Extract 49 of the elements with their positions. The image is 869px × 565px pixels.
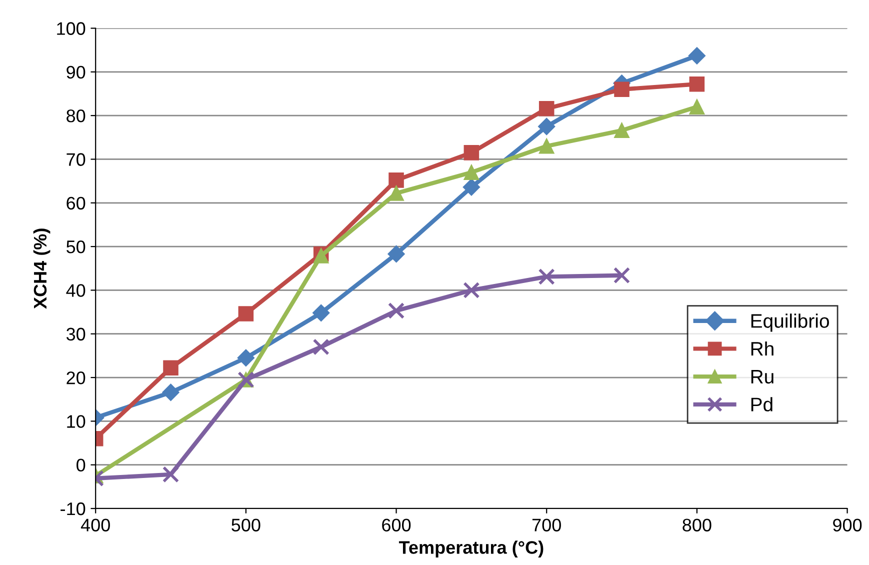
point (613, 267, 630, 284)
x-tick-label: 500 (232, 518, 260, 532)
point (162, 384, 180, 401)
point (388, 245, 405, 263)
y-tick-label: 40 (66, 284, 86, 297)
point (388, 186, 404, 201)
point (462, 178, 480, 196)
point (312, 338, 330, 356)
point (614, 82, 630, 98)
y-tick-label: 80 (66, 110, 86, 122)
point (688, 47, 706, 64)
y-tick-label: 0 (76, 458, 86, 472)
legend-label: Equilibrio (751, 314, 829, 332)
point (538, 268, 555, 286)
y-tick-label: 30 (66, 328, 86, 341)
y-tick-label: 60 (66, 196, 86, 210)
point (689, 99, 705, 114)
y-axis-title: XCH4 (%) (33, 228, 50, 309)
y-tick-label: 10 (67, 415, 86, 428)
y-tick-label: 50 (66, 240, 86, 254)
point (464, 145, 480, 160)
point (538, 138, 554, 154)
y-tick-label: -10 (60, 502, 86, 516)
y-tick-label: 90 (66, 66, 86, 79)
y-tick-label: 20 (66, 371, 86, 384)
point (238, 306, 254, 322)
legend-label: Ru (751, 370, 774, 384)
x-tick-label: 400 (80, 518, 110, 532)
point (237, 349, 254, 366)
x-tick-label: 800 (682, 518, 712, 532)
point (162, 466, 180, 483)
point (464, 164, 480, 180)
y-tick-label: 70 (66, 153, 86, 166)
x-tick-label: 900 (833, 518, 862, 532)
x-tick-label: 700 (532, 518, 561, 532)
point (538, 100, 554, 116)
point (614, 122, 630, 138)
point (388, 302, 405, 320)
point (312, 304, 330, 322)
point (163, 360, 178, 376)
point (388, 172, 404, 188)
legend-label: Pd (751, 397, 772, 412)
legend-label: Rh (751, 341, 774, 356)
x-tick-label: 600 (382, 518, 411, 532)
y-tick-label: 100 (57, 22, 86, 35)
x-axis-title: Temperatura (°C) (398, 540, 544, 558)
point (689, 76, 705, 92)
point (538, 118, 556, 136)
point (463, 282, 480, 299)
